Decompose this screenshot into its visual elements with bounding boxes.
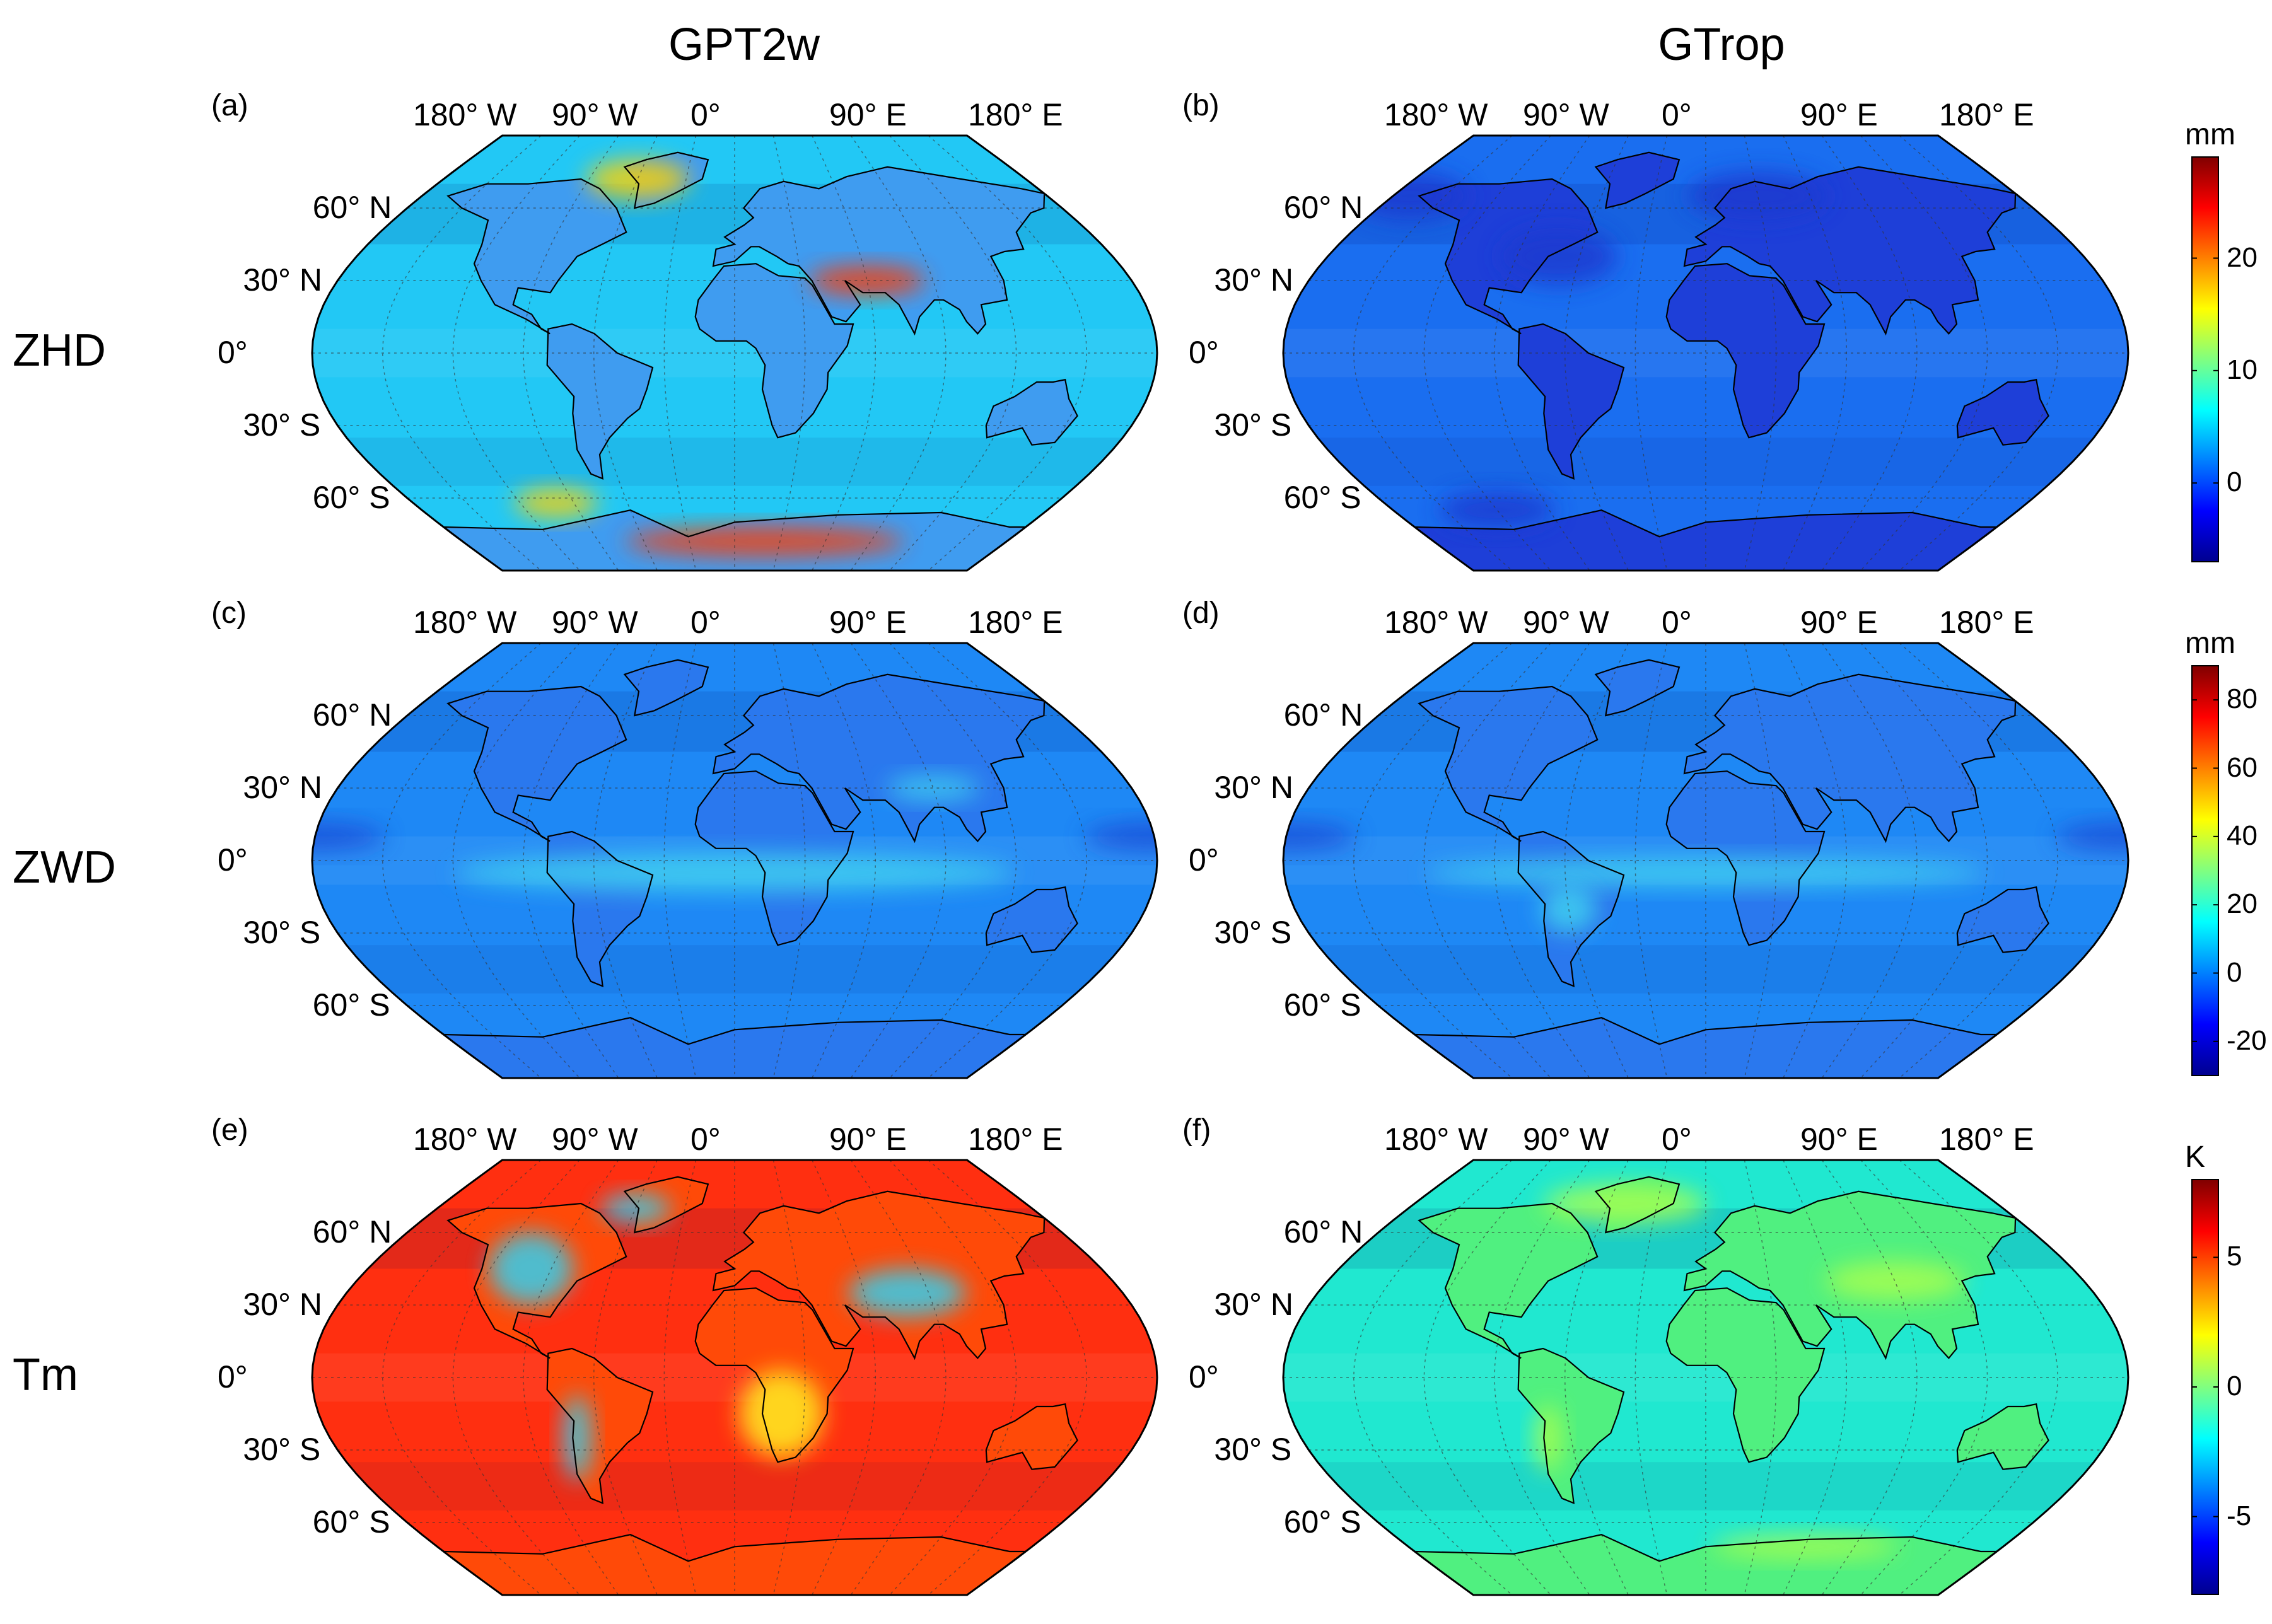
longitude-label: 0° xyxy=(690,605,721,640)
latitude-label: 60° S xyxy=(1283,480,1361,515)
longitude-label: 180° E xyxy=(1939,1122,2034,1157)
latitude-label: 0° xyxy=(1189,842,1219,878)
longitude-label: 180° W xyxy=(413,605,517,640)
latitude-label: 0° xyxy=(1189,335,1219,370)
colorbar-unit: K xyxy=(2185,1140,2206,1174)
panel-label: (f) xyxy=(1182,1113,1211,1147)
latitude-label: 0° xyxy=(218,1359,248,1395)
colorbar-tick-label: 80 xyxy=(2227,683,2257,715)
longitude-label: 90° E xyxy=(829,605,907,640)
longitude-label: 90° E xyxy=(1800,97,1878,132)
longitude-label: 180° W xyxy=(1384,97,1488,132)
map-panel xyxy=(311,642,1158,1079)
longitude-label: 0° xyxy=(690,1122,721,1157)
longitude-label: 0° xyxy=(690,97,721,132)
row-title-tm: Tm xyxy=(13,1350,78,1400)
longitude-label: 180° E xyxy=(968,97,1063,132)
longitude-label: 90° W xyxy=(552,1122,638,1157)
map-panel xyxy=(1282,642,2129,1079)
latitude-label: 60° N xyxy=(1283,1214,1363,1250)
row-title-zwd: ZWD xyxy=(13,842,116,893)
latitude-label: 30° N xyxy=(243,1287,323,1322)
latitude-label: 60° S xyxy=(312,480,390,515)
panel-label: (a) xyxy=(211,89,248,122)
panel-label: (c) xyxy=(211,596,247,630)
latitude-label: 30° S xyxy=(1214,407,1292,443)
latitude-label: 0° xyxy=(218,335,248,370)
latitude-label: 30° N xyxy=(1214,770,1294,805)
row-title-zhd: ZHD xyxy=(13,325,106,376)
latitude-label: 30° S xyxy=(243,915,321,950)
latitude-label: 60° N xyxy=(312,1214,392,1250)
column-title-gtrop: GTrop xyxy=(1658,20,1785,70)
latitude-label: 60° S xyxy=(312,987,390,1023)
latitude-label: 30° S xyxy=(1214,915,1292,950)
longitude-label: 90° E xyxy=(829,1122,907,1157)
colorbar-tick-label: 5 xyxy=(2227,1241,2242,1272)
colorbar-tick-label: 0 xyxy=(2227,956,2242,988)
map-panel xyxy=(1282,134,2129,572)
longitude-label: 180° W xyxy=(413,1122,517,1157)
colorbar-tick-label: 20 xyxy=(2227,888,2257,920)
longitude-label: 90° W xyxy=(1523,1122,1609,1157)
latitude-label: 30° S xyxy=(243,1432,321,1467)
longitude-label: 90° E xyxy=(829,97,907,132)
longitude-label: 90° E xyxy=(1800,605,1878,640)
map-panel xyxy=(311,134,1158,572)
latitude-label: 60° S xyxy=(1283,1504,1361,1540)
longitude-label: 90° W xyxy=(1523,605,1609,640)
longitude-label: 180° W xyxy=(1384,1122,1488,1157)
colorbar xyxy=(2191,156,2219,562)
latitude-label: 60° S xyxy=(312,1504,390,1540)
longitude-label: 90° E xyxy=(1800,1122,1878,1157)
longitude-label: 90° W xyxy=(1523,97,1609,132)
colorbar xyxy=(2191,665,2219,1076)
latitude-label: 0° xyxy=(218,842,248,878)
column-title-gpt2w: GPT2w xyxy=(668,20,820,70)
map-panel xyxy=(311,1159,1158,1596)
longitude-label: 180° W xyxy=(413,97,517,132)
latitude-label: 60° N xyxy=(312,697,392,733)
latitude-label: 60° N xyxy=(1283,190,1363,225)
colorbar-tick-label: 10 xyxy=(2227,354,2257,385)
latitude-label: 0° xyxy=(1189,1359,1219,1395)
colorbar-unit: mm xyxy=(2185,627,2235,660)
panel-label: (b) xyxy=(1182,89,1220,122)
panel-label: (e) xyxy=(211,1113,248,1147)
latitude-label: 30° N xyxy=(243,770,323,805)
colorbar-tick-label: 20 xyxy=(2227,241,2257,273)
longitude-label: 180° E xyxy=(1939,97,2034,132)
colorbar-unit: mm xyxy=(2185,118,2235,151)
longitude-label: 0° xyxy=(1662,1122,1692,1157)
longitude-label: 180° E xyxy=(968,605,1063,640)
colorbar-tick-label: 0 xyxy=(2227,1371,2242,1401)
longitude-label: 90° W xyxy=(552,605,638,640)
colorbar-tick-label: 60 xyxy=(2227,751,2257,783)
longitude-label: 0° xyxy=(1662,97,1692,132)
latitude-label: 30° S xyxy=(243,407,321,443)
colorbar-tick-label: -20 xyxy=(2227,1024,2267,1056)
latitude-label: 60° S xyxy=(1283,987,1361,1023)
latitude-label: 60° N xyxy=(312,190,392,225)
colorbar xyxy=(2191,1179,2219,1595)
colorbar-tick-label: -5 xyxy=(2227,1500,2252,1531)
latitude-label: 60° N xyxy=(1283,697,1363,733)
longitude-label: 0° xyxy=(1662,605,1692,640)
longitude-label: 180° E xyxy=(968,1122,1063,1157)
longitude-label: 180° E xyxy=(1939,605,2034,640)
longitude-label: 180° W xyxy=(1384,605,1488,640)
latitude-label: 30° N xyxy=(243,262,323,298)
latitude-label: 30° N xyxy=(1214,1287,1294,1322)
colorbar-tick-label: 40 xyxy=(2227,820,2257,851)
panel-label: (d) xyxy=(1182,596,1220,630)
colorbar-tick-label: 0 xyxy=(2227,467,2242,498)
map-panel xyxy=(1282,1159,2129,1596)
latitude-label: 30° S xyxy=(1214,1432,1292,1467)
longitude-label: 90° W xyxy=(552,97,638,132)
latitude-label: 30° N xyxy=(1214,262,1294,298)
